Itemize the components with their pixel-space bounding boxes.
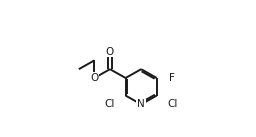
Text: O: O [106,47,114,57]
Text: Cl: Cl [105,99,115,109]
Text: O: O [90,73,99,83]
Text: N: N [137,99,145,109]
Text: Cl: Cl [167,99,177,109]
Text: F: F [169,73,175,83]
